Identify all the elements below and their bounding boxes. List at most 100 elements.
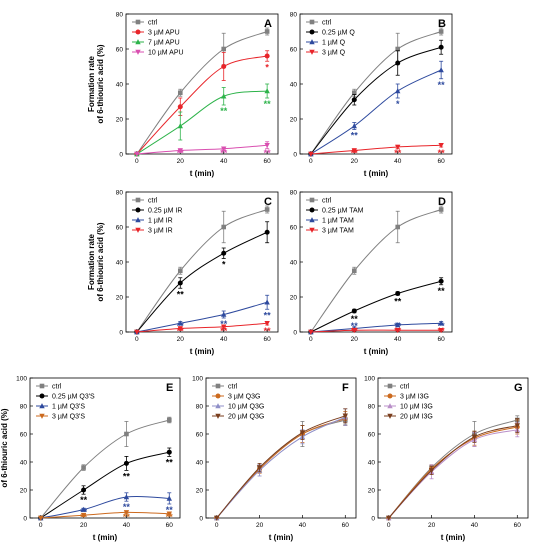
- data-point: [438, 278, 444, 284]
- y-tick-label: 40: [368, 459, 376, 466]
- x-tick-label: 0: [135, 336, 139, 343]
- data-point: [80, 512, 87, 519]
- series-0-25-m-q: [308, 39, 444, 157]
- data-point: [256, 465, 263, 471]
- data-point: [438, 327, 444, 334]
- significance-label: **: [80, 512, 88, 522]
- series-20-m-q3g: [214, 408, 348, 521]
- series-1-m-q: *****: [308, 60, 445, 157]
- y-tick-label: 60: [290, 224, 298, 231]
- x-tick-label: 20: [256, 522, 264, 529]
- series-line: [136, 322, 268, 333]
- series-ctrl: [38, 416, 172, 521]
- significance-label: **: [351, 148, 359, 158]
- y-tick-label: 80: [290, 189, 298, 196]
- series-line: [310, 329, 442, 333]
- significance-label: **: [438, 326, 446, 336]
- legend-entry: 0.25 µM TAM: [322, 208, 364, 215]
- data-point: [81, 465, 86, 470]
- legend: ctrl 3 µM APU 7 µM APU 10 µM APU: [132, 20, 184, 57]
- y-axis-label-line: Formation rate: [87, 233, 96, 290]
- x-tick-label: 0: [39, 522, 43, 529]
- y-tick-label: 60: [20, 431, 28, 438]
- y-tick-label: 20: [368, 487, 376, 494]
- data-point: [264, 320, 270, 327]
- legend-marker: [39, 393, 45, 399]
- legend-entry: ctrl: [52, 384, 62, 391]
- data-point: [166, 495, 172, 501]
- data-point: [264, 229, 270, 235]
- legend-entry: 3 µM TAM: [322, 228, 354, 235]
- y-tick-label: 20: [20, 487, 28, 494]
- chart-panel-c: 0 20 40 60 0 20 40 60 80 t (min) Formation rateof …: [87, 189, 279, 356]
- data-point: [134, 329, 140, 335]
- data-point: [81, 487, 87, 493]
- x-tick-label: 40: [123, 522, 131, 529]
- series-line: [310, 209, 442, 333]
- data-point: [438, 320, 444, 326]
- data-point: [438, 29, 444, 34]
- legend: ctrl 0.25 µM Q3'S 1 µM Q3'S 3 µM Q3'S: [36, 384, 95, 421]
- series-3-m-q3g: [214, 411, 348, 521]
- legend-marker: [135, 39, 141, 45]
- y-tick-label: 20: [116, 116, 124, 123]
- legend-marker: [135, 217, 141, 223]
- legend-entry: 3 µM Q3'S: [52, 414, 85, 421]
- series-3-m-i3g: [386, 419, 520, 521]
- data-point: [123, 494, 130, 500]
- series-line: [40, 511, 170, 519]
- panel-letter: F: [342, 382, 349, 394]
- y-tick-label: 0: [293, 151, 297, 158]
- series-line: [388, 425, 518, 519]
- legend-entry: ctrl: [400, 384, 410, 391]
- data-point: [438, 67, 444, 73]
- legend-marker: [215, 393, 221, 399]
- panel-letter: G: [514, 382, 523, 394]
- data-point: [351, 97, 357, 103]
- panel-letter: A: [264, 18, 272, 30]
- legend-marker: [135, 207, 141, 213]
- legend-marker: [39, 413, 45, 419]
- series-line: [136, 231, 268, 333]
- y-tick-label: 100: [364, 375, 375, 382]
- y-tick-label: 0: [371, 515, 375, 522]
- y-tick-label: 80: [290, 11, 298, 18]
- y-tick-label: 0: [119, 329, 123, 336]
- legend-marker: [135, 19, 141, 25]
- series-line: [136, 209, 268, 333]
- y-tick-label: 20: [290, 116, 298, 123]
- x-tick-label: 60: [342, 522, 350, 529]
- significance-label: **: [220, 326, 228, 336]
- y-axis-label-line: of 6-thiouric acid (%): [96, 222, 105, 301]
- data-point: [299, 430, 306, 436]
- x-tick-label: 0: [309, 336, 313, 343]
- data-point: [471, 434, 478, 440]
- legend: ctrl 3 µM Q3G 10 µM Q3G 20 µM Q3G: [212, 384, 264, 421]
- legend-marker: [135, 49, 141, 55]
- significance-label: **: [177, 148, 185, 158]
- x-tick-label: 40: [471, 522, 479, 529]
- legend-marker: [39, 403, 45, 409]
- series-line: [388, 429, 518, 519]
- legend-marker: [309, 29, 315, 35]
- legend-marker: [135, 29, 141, 35]
- data-point: [438, 44, 444, 50]
- x-axis-label: t (min): [190, 169, 215, 178]
- legend-marker: [309, 197, 315, 203]
- series-line: [216, 415, 346, 519]
- chart-panel-a: 0 20 40 60 0 20 40 60 80 t (min) Formation rateof …: [87, 11, 279, 178]
- series-line: [216, 416, 346, 519]
- y-tick-label: 60: [196, 431, 204, 438]
- series-20-m-i3g: [386, 418, 520, 521]
- panel-letter: C: [264, 196, 272, 208]
- legend-entry: ctrl: [148, 198, 158, 205]
- significance-label: **: [351, 326, 359, 336]
- legend-entry: 0.25 µM Q: [322, 30, 355, 37]
- series-line: [40, 495, 170, 519]
- legend-entry: ctrl: [228, 384, 238, 391]
- series-1-m-ir: ** ****: [134, 294, 271, 335]
- data-point: [134, 151, 140, 157]
- data-point: [166, 449, 172, 455]
- data-point: [221, 224, 227, 230]
